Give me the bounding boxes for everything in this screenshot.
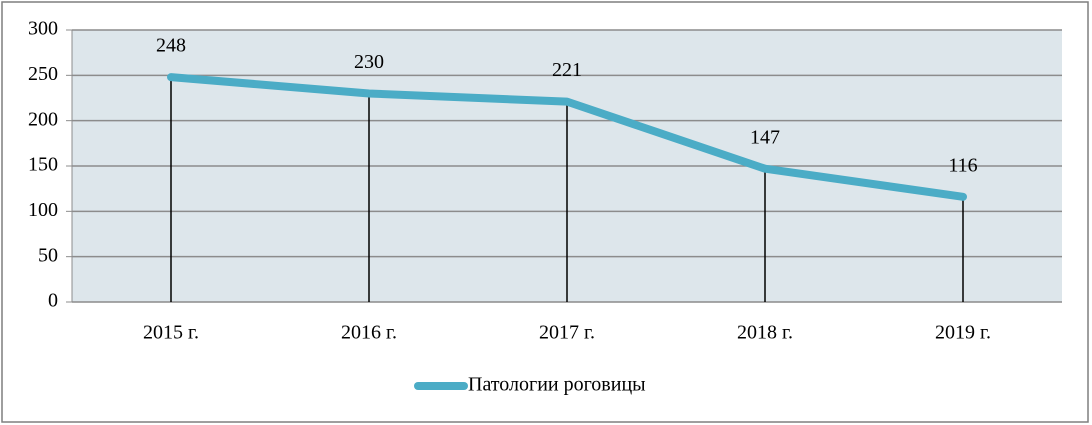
y-tick-label: 100: [28, 199, 58, 221]
y-tick-label: 300: [28, 18, 58, 40]
x-tick-label: 2018 г.: [737, 322, 793, 344]
data-label: 221: [552, 59, 582, 81]
data-label: 230: [354, 51, 384, 73]
y-tick-label: 150: [28, 154, 58, 176]
x-tick-label: 2017 г.: [539, 322, 595, 344]
x-tick-label: 2015 г.: [143, 322, 199, 344]
y-tick-label: 0: [48, 290, 58, 312]
data-label: 147: [750, 126, 780, 148]
legend-label: Патологии роговицы: [468, 374, 646, 396]
y-tick-label: 200: [28, 108, 58, 130]
y-tick-label: 50: [38, 244, 58, 266]
x-tick-label: 2016 г.: [341, 322, 397, 344]
y-tick-label: 250: [28, 63, 58, 85]
x-tick-label: 2019 г.: [935, 322, 991, 344]
series-line: [167, 73, 967, 201]
data-label: 116: [948, 154, 977, 176]
data-label: 248: [156, 35, 186, 57]
